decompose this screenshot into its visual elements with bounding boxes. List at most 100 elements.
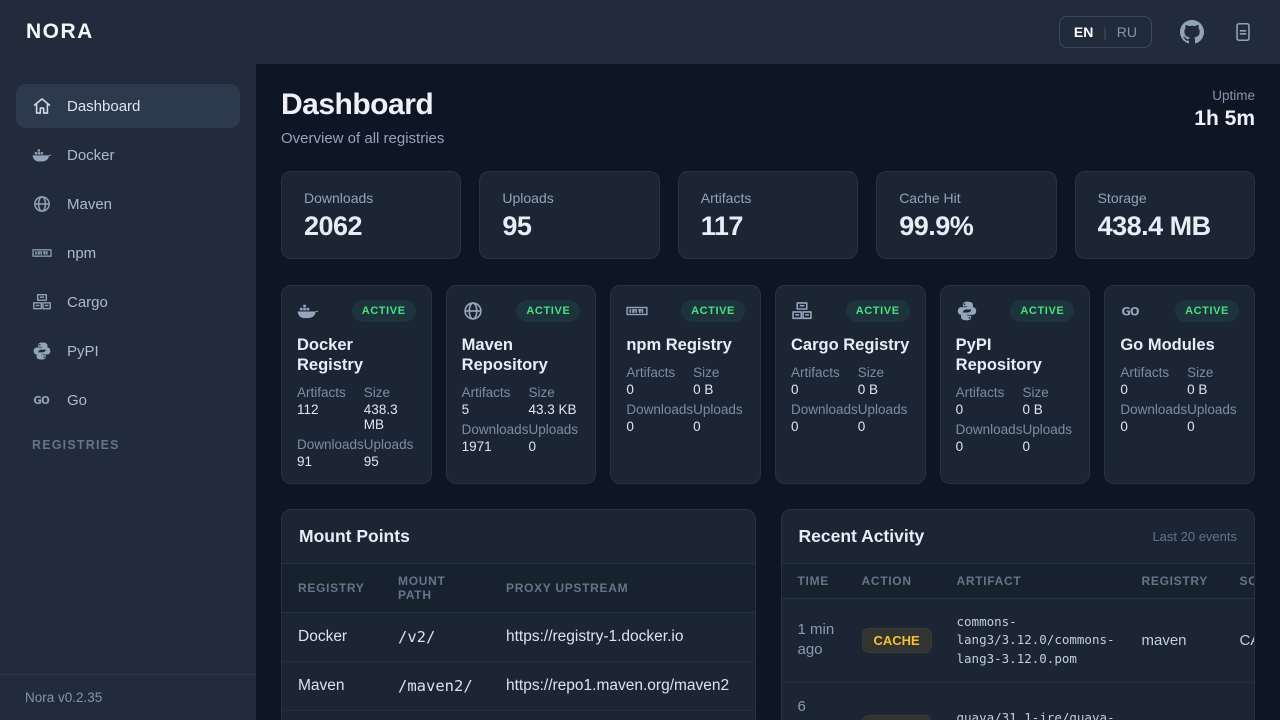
sidebar-item-label: Cargo bbox=[67, 294, 108, 311]
action-badge: CACHE bbox=[862, 715, 932, 720]
language-toggle[interactable]: EN | RU bbox=[1059, 16, 1152, 48]
recent-activity-title: Recent Activity bbox=[799, 526, 925, 547]
registry-card-pypi[interactable]: ACTIVE PyPI Repository Artifacts 0 Size … bbox=[940, 285, 1091, 484]
registry-cards-row: ACTIVE Docker Registry Artifacts 112 Siz… bbox=[281, 285, 1255, 484]
status-badge: ACTIVE bbox=[352, 300, 416, 322]
stat-value: 2062 bbox=[304, 211, 438, 242]
downloads-label: Downloads bbox=[791, 402, 858, 417]
artifacts-value: 0 bbox=[626, 382, 693, 397]
registry-name: npm Registry bbox=[626, 335, 745, 355]
page-subtitle: Overview of all registries bbox=[281, 130, 444, 147]
size-value: 438.3 MB bbox=[364, 402, 416, 432]
sidebar-item-npm[interactable]: npm bbox=[16, 231, 240, 275]
language-option-ru[interactable]: RU bbox=[1117, 24, 1137, 40]
size-label: Size bbox=[858, 365, 910, 380]
stat-card-downloads: Downloads 2062 bbox=[281, 171, 461, 259]
action-badge: CACHE bbox=[862, 628, 932, 653]
page-title: Dashboard bbox=[281, 88, 444, 122]
artifacts-label: Artifacts bbox=[462, 385, 529, 400]
column-header-source: SOURCE bbox=[1224, 564, 1256, 599]
status-badge: ACTIVE bbox=[516, 300, 580, 322]
event-time: 1 min ago bbox=[782, 599, 846, 682]
artifacts-label: Artifacts bbox=[297, 385, 364, 400]
size-label: Size bbox=[364, 385, 416, 400]
table-row: Maven /maven2/ https://repo1.maven.org/m… bbox=[282, 662, 755, 711]
go-icon bbox=[1120, 300, 1142, 322]
event-time: 6 mins ago bbox=[782, 682, 846, 720]
uploads-label: Uploads bbox=[528, 422, 580, 437]
go-icon bbox=[32, 390, 52, 410]
size-value: 0 B bbox=[1187, 382, 1239, 397]
stat-value: 99.9% bbox=[899, 211, 1033, 242]
registry-card-cargo[interactable]: ACTIVE Cargo Registry Artifacts 0 Size 0… bbox=[775, 285, 926, 484]
mount-upstream: https://registry-1.docker.io bbox=[490, 613, 755, 662]
registry-name: PyPI Repository bbox=[956, 335, 1075, 375]
mount-path: /npm/ bbox=[382, 711, 490, 720]
sidebar-section-registries: REGISTRIES bbox=[32, 438, 224, 452]
downloads-value: 0 bbox=[1120, 419, 1187, 434]
language-option-en[interactable]: EN bbox=[1074, 24, 1093, 40]
sidebar-item-label: Dashboard bbox=[67, 98, 140, 115]
stat-label: Downloads bbox=[304, 190, 438, 206]
column-header-registry: REGISTRY bbox=[282, 564, 382, 613]
registry-card-npm[interactable]: ACTIVE npm Registry Artifacts 0 Size 0 B… bbox=[610, 285, 761, 484]
stat-card-cache-hit: Cache Hit 99.9% bbox=[876, 171, 1056, 259]
home-icon bbox=[32, 96, 52, 116]
artifacts-value: 5 bbox=[462, 402, 529, 417]
stat-label: Storage bbox=[1098, 190, 1232, 206]
column-header-time: TIME bbox=[782, 564, 846, 599]
uploads-value: 0 bbox=[693, 419, 745, 434]
uploads-value: 0 bbox=[1022, 439, 1074, 454]
uploads-value: 0 bbox=[858, 419, 910, 434]
mount-upstream: https://repo1.maven.org/maven2 bbox=[490, 662, 755, 711]
sidebar-item-maven[interactable]: Maven bbox=[16, 182, 240, 226]
downloads-value: 0 bbox=[791, 419, 858, 434]
stat-value: 95 bbox=[502, 211, 636, 242]
uptime-value: 1h 5m bbox=[1194, 107, 1255, 131]
downloads-label: Downloads bbox=[1120, 402, 1187, 417]
uploads-label: Uploads bbox=[1187, 402, 1239, 417]
artifacts-value: 0 bbox=[956, 402, 1023, 417]
event-artifact: guava/31.1-jre/guava-31.1-jre.pom (x2) bbox=[957, 709, 1117, 720]
registry-card-go[interactable]: ACTIVE Go Modules Artifacts 0 Size 0 B D… bbox=[1104, 285, 1255, 484]
python-icon bbox=[32, 341, 52, 361]
docs-icon[interactable] bbox=[1232, 21, 1254, 43]
uploads-value: 0 bbox=[528, 439, 580, 454]
downloads-label: Downloads bbox=[626, 402, 693, 417]
github-icon[interactable] bbox=[1180, 20, 1204, 44]
stat-label: Artifacts bbox=[701, 190, 835, 206]
uploads-label: Uploads bbox=[858, 402, 910, 417]
mount-points-table: REGISTRY MOUNT PATH PROXY UPSTREAM Docke… bbox=[282, 563, 755, 720]
sidebar-item-docker[interactable]: Docker bbox=[16, 133, 240, 177]
uploads-label: Uploads bbox=[364, 437, 416, 452]
docker-icon bbox=[32, 145, 52, 165]
artifacts-value: 0 bbox=[791, 382, 858, 397]
downloads-value: 1971 bbox=[462, 439, 529, 454]
column-header-artifact: ARTIFACT bbox=[941, 564, 1126, 599]
registry-name: Go Modules bbox=[1120, 335, 1239, 355]
sidebar-item-go[interactable]: Go bbox=[16, 378, 240, 422]
table-row: npm /npm/ https://registry.npmjs.org bbox=[282, 711, 755, 720]
artifacts-value: 112 bbox=[297, 402, 364, 417]
size-value: 0 B bbox=[693, 382, 745, 397]
docker-icon bbox=[297, 300, 319, 322]
downloads-label: Downloads bbox=[956, 422, 1023, 437]
top-bar: NORA EN | RU bbox=[0, 0, 1280, 64]
registry-card-maven[interactable]: ACTIVE Maven Repository Artifacts 5 Size… bbox=[446, 285, 597, 484]
artifacts-label: Artifacts bbox=[956, 385, 1023, 400]
cargo-icon bbox=[791, 300, 813, 322]
sidebar-item-dashboard[interactable]: Dashboard bbox=[16, 84, 240, 128]
sidebar-item-cargo[interactable]: Cargo bbox=[16, 280, 240, 324]
main-content: Dashboard Overview of all registries Upt… bbox=[256, 64, 1280, 720]
status-badge: ACTIVE bbox=[681, 300, 745, 322]
sidebar-item-label: npm bbox=[67, 245, 96, 262]
column-header-action: ACTION bbox=[846, 564, 941, 599]
uploads-value: 0 bbox=[1187, 419, 1239, 434]
registry-card-docker[interactable]: ACTIVE Docker Registry Artifacts 112 Siz… bbox=[281, 285, 432, 484]
size-label: Size bbox=[1022, 385, 1074, 400]
sidebar-item-pypi[interactable]: PyPI bbox=[16, 329, 240, 373]
downloads-value: 91 bbox=[297, 454, 364, 469]
uploads-label: Uploads bbox=[693, 402, 745, 417]
event-source: CACHE bbox=[1224, 682, 1256, 720]
downloads-value: 0 bbox=[956, 439, 1023, 454]
